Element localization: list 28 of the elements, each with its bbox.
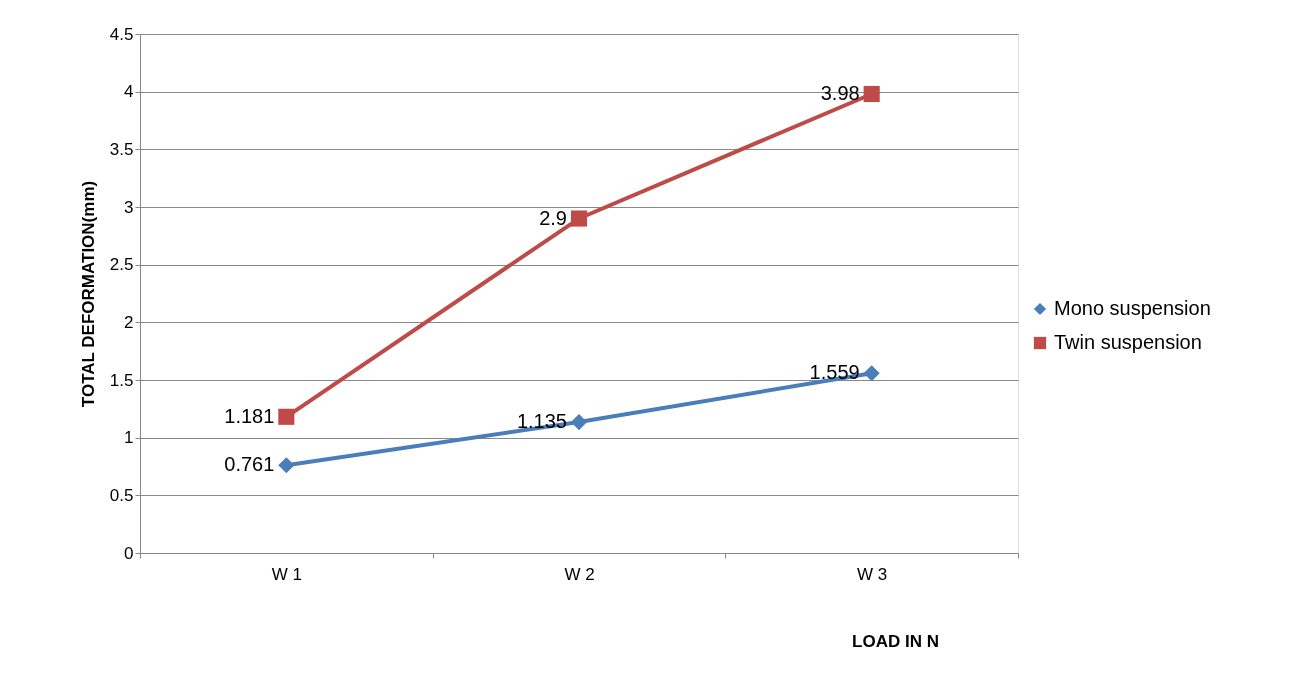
y-tick-label: 0: [124, 543, 134, 563]
y-tick-label: 1: [124, 428, 134, 448]
point: [278, 457, 295, 474]
y-tick-label: 0.5: [109, 485, 134, 505]
point: [863, 85, 880, 103]
x-axis-title: LOAD IN N: [852, 631, 939, 651]
x-tick-label: W 2: [564, 564, 595, 584]
x-tick-label: W 1: [271, 564, 302, 584]
y-tick-label: 2.5: [109, 255, 134, 275]
point: [570, 210, 588, 227]
y-tick-label: 1.5: [109, 370, 134, 390]
point: [863, 365, 880, 382]
y-axis-title: TOTAL DEFORMATION(mm): [78, 180, 98, 408]
data-label: 1.559: [809, 361, 860, 384]
legend-label: Twin suspension: [1054, 331, 1202, 353]
data-label: 0.761: [224, 453, 275, 476]
data-label: 3.98: [820, 81, 860, 104]
data-label: 2.9: [539, 206, 567, 229]
y-tick-label: 3: [124, 197, 134, 217]
y-tick-label: 4.5: [109, 24, 134, 44]
point: [570, 414, 588, 431]
data-label: 1.181: [224, 404, 275, 427]
y-tick-label: 3.5: [109, 139, 134, 159]
legend-label: Mono suspension: [1054, 297, 1211, 319]
x-tick-label: W 3: [857, 564, 888, 584]
y-tick-label: 2: [124, 312, 134, 332]
point: [278, 408, 295, 425]
y-tick-label: 4: [124, 82, 134, 102]
